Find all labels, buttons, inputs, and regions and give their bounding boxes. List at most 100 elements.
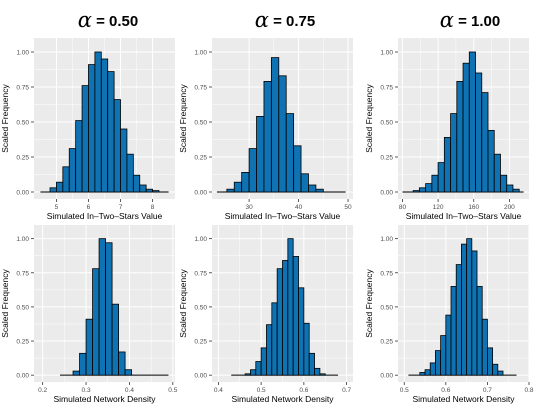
x-tick-label: 0.6 (299, 387, 308, 394)
histogram-bar (118, 351, 126, 376)
column-title-2: α = 0.75 (225, 8, 345, 32)
histogram-bar (126, 153, 134, 193)
y-tick-label: 0.50 (194, 304, 207, 311)
histogram-bar (412, 190, 420, 193)
histogram-bar (431, 174, 439, 193)
histogram-bar (271, 302, 278, 376)
column-title-1: α = 0.50 (48, 8, 168, 32)
histogram-bar (285, 113, 295, 193)
y-tick-label: 1.00 (194, 50, 207, 57)
histogram-bar (139, 184, 147, 193)
histogram-bar (233, 181, 243, 193)
histogram-bar (303, 322, 310, 376)
y-axis-title: Scaled Frequency (0, 268, 10, 337)
x-axis-title: Simulated In–Two–Stars Value (406, 211, 522, 221)
y-tick-label: 0.50 (380, 120, 393, 127)
x-tick-label: 7 (119, 204, 123, 211)
histogram-bar (278, 75, 287, 193)
histogram-bar (287, 238, 294, 376)
histogram-bar (308, 184, 317, 193)
histogram-bar (260, 347, 267, 376)
histogram-bar (308, 352, 315, 376)
histogram-bar (92, 268, 100, 376)
histogram-bar (487, 129, 495, 193)
histogram-bar (456, 81, 464, 193)
x-tick-label: 5 (55, 204, 59, 211)
histogram-bar (462, 62, 470, 193)
y-tick-label: 1.00 (194, 236, 207, 243)
histogram-bar (300, 173, 309, 193)
histogram-bar (282, 260, 289, 376)
histogram-bar (497, 370, 504, 376)
histogram-bar (111, 303, 120, 376)
histogram-bar (105, 242, 113, 376)
x-tick-label: 0.2 (38, 387, 47, 394)
y-tick-label: 1.00 (380, 236, 393, 243)
alpha-value: = 1.00 (458, 13, 501, 30)
y-tick-label: 0.50 (16, 304, 29, 311)
y-tick-label: 0.00 (16, 373, 29, 380)
histogram-bar (440, 335, 447, 376)
y-tick-label: 0.00 (194, 373, 207, 380)
x-tick-label: 40 (295, 204, 303, 211)
histogram-bar (481, 92, 489, 193)
x-tick-label: 160 (468, 204, 479, 211)
histogram-bar (98, 238, 106, 376)
histogram-bar (244, 373, 251, 376)
histogram-bar (437, 162, 445, 193)
histogram-bar (100, 58, 109, 193)
histogram-bar (418, 187, 427, 193)
y-tick-label: 0.75 (380, 270, 393, 277)
y-axis-title: Scaled Frequency (178, 83, 188, 152)
y-tick-label: 0.25 (16, 339, 29, 346)
histogram-bar (493, 153, 501, 193)
alpha-value: = 0.50 (96, 13, 139, 30)
histogram-panel-6: 0.00 0.25 0.50 0.75 1.00 0.5 0.6 0.7 0.8 Simulate… (364, 225, 534, 404)
histogram-bar (72, 370, 80, 376)
x-tick-label: 0.5 (257, 387, 266, 394)
histogram-bar (85, 318, 93, 376)
histogram-bar (475, 72, 483, 193)
histogram-panel-3: 0.00 0.25 0.50 0.75 1.00 80 120 160 200Simulated… (364, 38, 529, 221)
y-tick-label: 0.50 (16, 120, 29, 127)
x-axis-title: Simulated In–Two–Stars Value (47, 211, 163, 221)
histogram-bar (429, 362, 436, 376)
histogram-bar (424, 369, 431, 376)
x-tick-label: 0.4 (214, 387, 223, 394)
histogram-bar (68, 148, 77, 193)
x-tick-label: 50 (344, 204, 352, 211)
histogram-bar (79, 352, 87, 376)
histogram-bar (145, 188, 153, 193)
histogram-bar (425, 183, 433, 193)
x-tick-label: 200 (504, 204, 515, 211)
histogram-bar (56, 181, 64, 193)
histogram-bar (455, 264, 462, 376)
histogram-bar (481, 318, 488, 376)
histogram-bar (49, 187, 57, 193)
histogram-bar (492, 363, 499, 376)
x-tick-label: 6 (87, 204, 91, 211)
x-tick-label: 0.8 (524, 387, 533, 394)
histogram-bar (250, 369, 257, 376)
histogram-bar (276, 268, 283, 376)
histogram-bar (487, 347, 494, 376)
y-axis-title: Scaled Frequency (0, 83, 10, 152)
alpha-symbol: α (77, 8, 92, 32)
histogram-bar (500, 174, 508, 193)
histogram-bar (88, 64, 96, 193)
histogram-bar (270, 57, 280, 193)
histogram-bar (241, 171, 250, 193)
histogram-bar (468, 51, 476, 193)
y-tick-label: 0.50 (194, 120, 207, 127)
x-tick-label: 0.7 (342, 387, 351, 394)
y-axis-title: Scaled Frequency (364, 83, 374, 152)
y-tick-label: 0.00 (16, 190, 29, 197)
histogram-bar (435, 350, 442, 376)
x-tick-label: 80 (399, 204, 407, 211)
histogram-bar (132, 174, 141, 193)
y-tick-label: 0.75 (194, 270, 207, 277)
